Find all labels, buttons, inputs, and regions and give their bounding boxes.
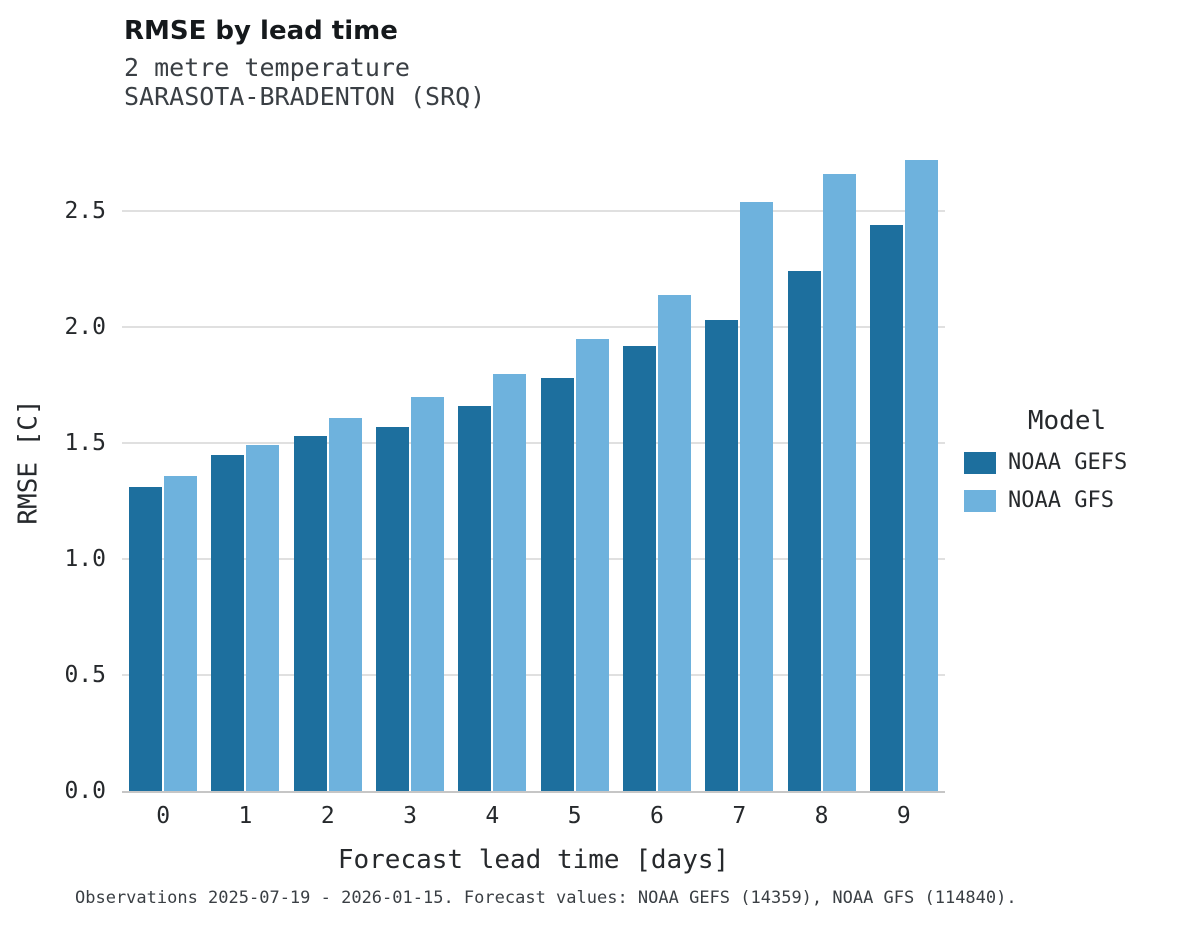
x-tick-label: 4 [485,803,500,829]
legend-label-noaa-gfs: NOAA GFS [1008,488,1114,513]
legend-title: Model [1027,406,1107,436]
legend-swatch-noaa-gefs [964,451,996,474]
x-tick-label: 1 [238,803,253,829]
y-axis-title: RMSE [C] [10,130,48,793]
chart-subtitle-variable: 2 metre temperature [124,53,410,82]
y-tick-label: 1.0 [64,546,106,573]
legend-swatch-noaa-gfs [964,489,996,512]
gridline [122,674,945,676]
legend-items: NOAA GEFS NOAA GFS [964,450,1170,513]
legend-label-noaa-gefs: NOAA GEFS [1008,450,1128,475]
bar-noaa-gfs-lead-2 [328,417,362,791]
x-tick-label: 5 [567,803,582,829]
bar-noaa-gfs-lead-0 [164,475,198,791]
y-tick-label: 1.5 [64,430,106,457]
bar-noaa-gfs-lead-4 [493,373,527,791]
bar-noaa-gefs-lead-7 [705,320,739,791]
chart-subtitle-station: SARASOTA-BRADENTON (SRQ) [124,82,486,111]
caption: Observations 2025-07-19 - 2026-01-15. Fo… [75,888,1017,908]
bar-noaa-gefs-lead-1 [211,454,245,791]
y-tick-label: 2.5 [64,198,106,225]
legend: Model NOAA GEFS NOAA GFS [964,406,1170,526]
gridline [122,442,945,444]
bar-noaa-gefs-lead-6 [622,345,656,791]
x-tick-label: 7 [732,803,747,829]
bar-noaa-gfs-lead-8 [822,174,856,791]
bar-noaa-gfs-lead-3 [411,396,445,791]
bar-noaa-gefs-lead-2 [293,436,327,791]
x-tick-label: 2 [320,803,335,829]
x-tick-label: 8 [814,803,829,829]
y-tick-label: 2.0 [64,314,106,341]
bar-noaa-gefs-lead-3 [376,426,410,791]
gridline [122,558,945,560]
legend-item-noaa-gfs: NOAA GFS [964,488,1170,513]
x-tick-label: 0 [156,803,171,829]
bar-noaa-gfs-lead-6 [657,294,691,791]
legend-item-noaa-gefs: NOAA GEFS [964,450,1170,475]
y-axis-title-text: RMSE [C] [14,398,45,525]
plot-area: 0.0 0.5 1.0 1.5 2.0 2.5 0 1 2 3 4 5 6 7 8 9 [64,130,945,829]
bar-noaa-gfs-lead-5 [575,338,609,791]
bar-noaa-gefs-lead-0 [129,487,163,791]
x-tick-label: 3 [403,803,417,829]
gridline [122,210,945,212]
chart-title: RMSE by lead time [124,16,398,46]
bar-noaa-gefs-lead-5 [540,378,574,791]
bar-noaa-gfs-lead-1 [246,445,280,791]
x-axis-title: Forecast lead time [days] [337,845,730,875]
y-tick-label: 0.0 [64,778,106,804]
bar-noaa-gefs-lead-8 [787,271,821,791]
bar-noaa-gefs-lead-9 [869,225,903,791]
bar-noaa-gfs-lead-9 [904,160,938,791]
x-tick-label: 9 [896,803,911,829]
x-tick-label: 6 [650,803,664,829]
y-tick-label: 0.5 [64,662,106,689]
gridline [122,326,945,328]
bar-noaa-gefs-lead-4 [458,406,492,791]
bar-noaa-gfs-lead-7 [740,201,774,791]
